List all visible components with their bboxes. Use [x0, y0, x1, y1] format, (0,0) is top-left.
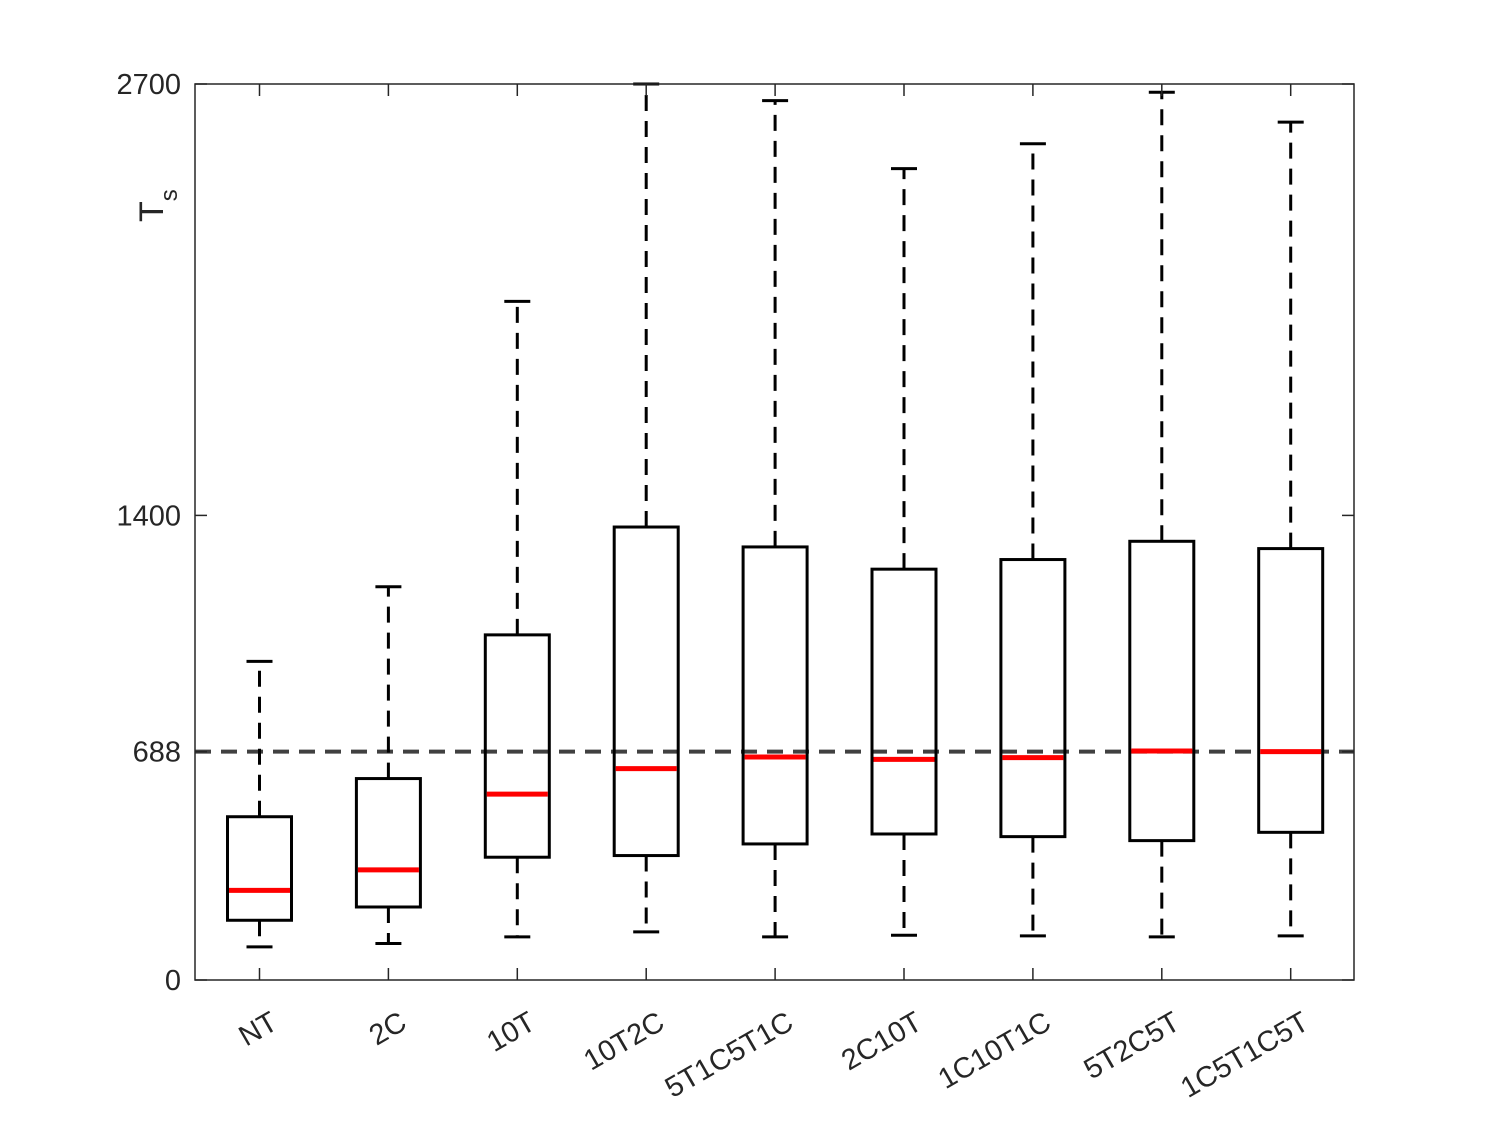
axes-layer — [194, 83, 1355, 981]
box-2C10T — [870, 167, 938, 937]
box-iqr — [483, 633, 551, 859]
y-axis-label-main: T — [133, 201, 171, 222]
y-tick-label: 1400 — [116, 500, 181, 532]
box-1C10T1C — [999, 142, 1067, 938]
y-tick-label: 688 — [133, 737, 181, 769]
y-tick-label: 0 — [165, 965, 181, 997]
y-axis-label-subscript: s — [156, 189, 183, 201]
box-NT — [226, 659, 293, 949]
box-5T1C5T1C — [741, 99, 809, 939]
box-1C5T1C5T — [1257, 120, 1325, 938]
box-5T2C5T — [1128, 90, 1196, 939]
box-iqr — [741, 545, 809, 846]
y-axis-label: Ts — [133, 189, 183, 222]
box-iqr — [1128, 539, 1196, 843]
boxes-layer — [226, 82, 1325, 949]
box-iqr — [1257, 547, 1325, 834]
box-iqr — [999, 558, 1067, 839]
box-iqr — [226, 815, 293, 922]
box-2C — [354, 585, 422, 945]
box-iqr — [354, 777, 422, 909]
box-iqr — [612, 525, 680, 858]
box-iqr — [870, 567, 938, 836]
y-tick-label: 2700 — [116, 69, 181, 101]
box-10T — [483, 299, 551, 939]
